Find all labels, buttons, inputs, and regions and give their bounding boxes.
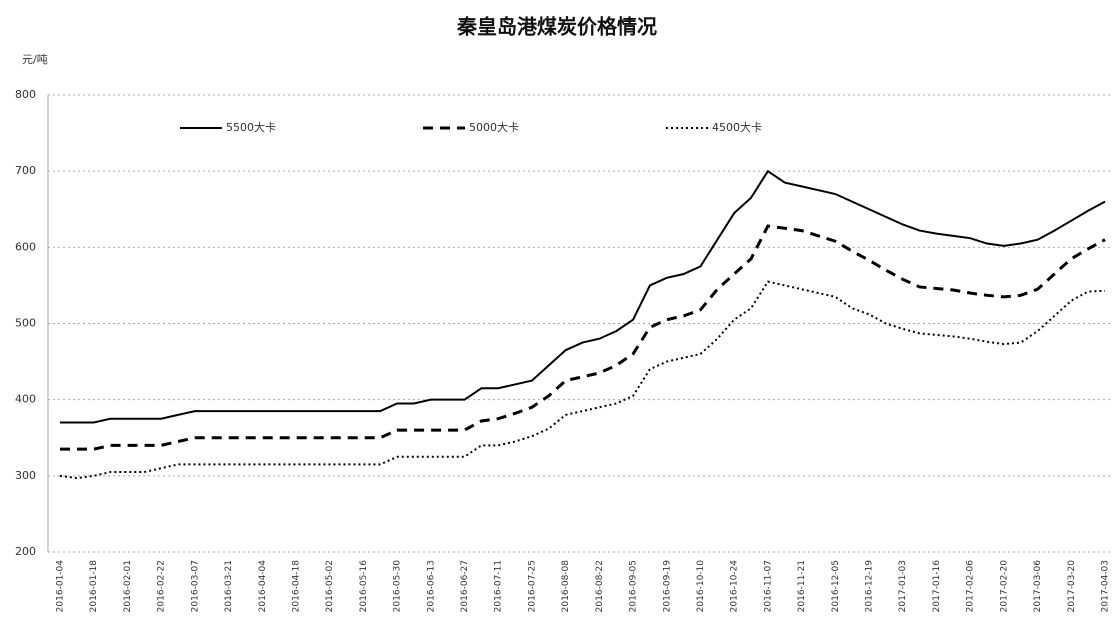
x-tick-label: 2016-09-19 (662, 560, 672, 613)
y-tick-label: 400 (15, 393, 36, 406)
x-tick-label: 2017-01-16 (932, 560, 942, 613)
x-tick-label: 2016-10-10 (696, 560, 706, 613)
x-tick-label: 2017-04-03 (1101, 560, 1111, 612)
x-tick-label: 2016-08-22 (595, 560, 605, 612)
x-tick-label: 2016-02-01 (123, 560, 133, 612)
x-tick-label: 2016-05-30 (393, 560, 403, 613)
series-line (60, 169, 1106, 424)
y-tick-label: 700 (15, 164, 36, 177)
x-tick-label: 2016-01-04 (56, 560, 66, 613)
x-tick-label: 2016-01-18 (89, 560, 99, 613)
x-tick-label: 2016-04-04 (258, 560, 268, 613)
x-tick-label: 2016-11-07 (763, 560, 773, 612)
series-line (60, 224, 1106, 451)
x-tick-label: 2017-02-06 (966, 560, 976, 613)
x-tick-label: 2016-03-21 (224, 560, 234, 612)
y-tick-label: 800 (15, 88, 36, 101)
y-tick-label: 500 (15, 317, 36, 330)
x-tick-label: 2016-09-05 (629, 560, 639, 612)
x-tick-label: 2017-02-20 (999, 560, 1009, 613)
legend-label: 4500大卡 (712, 120, 762, 134)
x-tick-label: 2016-10-24 (730, 560, 740, 613)
chart-title: 秦皇岛港煤炭价格情况 (456, 15, 657, 39)
x-tick-label: 2017-01-03 (898, 560, 908, 612)
x-tick-label: 2016-12-19 (865, 560, 875, 613)
y-tick-label: 200 (15, 545, 36, 558)
x-tick-label: 2016-11-21 (797, 560, 807, 612)
x-tick-label: 2017-03-20 (1067, 560, 1077, 613)
y-tick-label: 600 (15, 240, 36, 253)
x-tick-label: 2016-07-11 (494, 560, 504, 612)
y-axis-label: 元/吨 (22, 53, 48, 66)
y-tick-label: 300 (15, 469, 36, 482)
x-tick-label: 2016-03-07 (190, 560, 200, 612)
legend-label: 5500大卡 (226, 120, 276, 134)
x-tick-label: 2016-04-18 (291, 560, 301, 613)
x-tick-label: 2016-05-02 (325, 560, 335, 612)
x-tick-label: 2016-02-22 (157, 560, 167, 612)
legend-label: 5000大卡 (469, 120, 519, 134)
x-tick-label: 2016-05-16 (359, 560, 369, 613)
x-tick-label: 2017-03-06 (1033, 560, 1043, 613)
series-line (59, 280, 1106, 480)
x-tick-label: 2016-08-08 (561, 560, 571, 613)
x-tick-label: 2016-07-25 (527, 560, 537, 612)
x-tick-label: 2016-06-13 (426, 560, 436, 612)
x-tick-label: 2016-12-05 (831, 560, 841, 612)
x-tick-label: 2016-06-27 (460, 560, 470, 612)
